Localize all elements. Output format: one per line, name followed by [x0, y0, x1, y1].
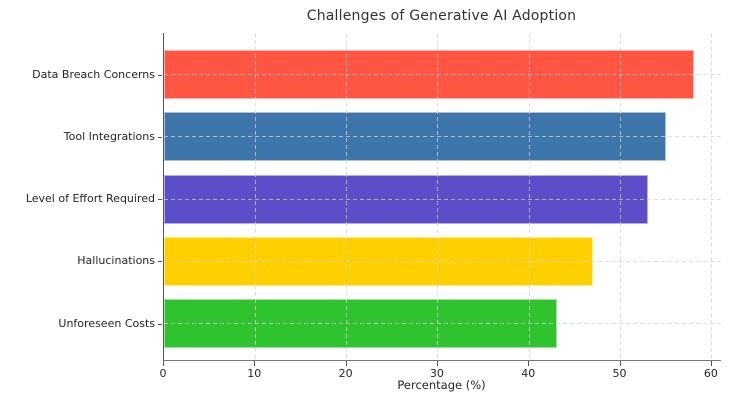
y-axis-label-level-of-effort-required: Level of Effort Required — [25, 192, 155, 205]
x-tick-mark — [528, 361, 530, 366]
gridline-horizontal — [164, 136, 721, 138]
gridline-vertical — [346, 33, 348, 360]
plot-area — [163, 33, 721, 361]
x-tick-mark — [710, 361, 712, 366]
gridline-horizontal — [164, 198, 721, 200]
x-tick-label-40: 40 — [521, 367, 536, 380]
gridline-vertical — [254, 33, 256, 360]
gridline-vertical — [620, 33, 622, 360]
x-tick-mark — [619, 361, 621, 366]
x-tick-label-20: 20 — [338, 367, 353, 380]
gridline-vertical — [437, 33, 439, 360]
y-tick-mark — [158, 74, 162, 76]
y-axis-label-hallucinations: Hallucinations — [77, 254, 155, 268]
y-axis-label-tool-integrations: Tool Integrations — [63, 129, 155, 143]
x-tick-label-50: 50 — [612, 367, 627, 380]
x-tick-label-10: 10 — [247, 367, 262, 380]
y-tick-mark — [158, 261, 162, 263]
x-tick-label-0: 0 — [159, 367, 167, 380]
y-tick-mark — [158, 199, 162, 200]
gridline-vertical — [711, 33, 713, 360]
gridline-horizontal — [164, 323, 721, 324]
gridline-horizontal — [164, 260, 721, 262]
y-tick-mark — [158, 323, 162, 325]
y-tick-mark — [158, 136, 162, 138]
y-axis-label-data-breach-concerns: Data Breach Concerns — [32, 67, 155, 81]
gridline-horizontal — [164, 74, 721, 75]
y-axis-label-unforeseen-costs: Unforeseen Costs — [58, 316, 155, 330]
gridline-vertical — [528, 33, 530, 360]
x-tick-mark — [345, 361, 347, 366]
x-axis-label: Percentage (%) — [397, 378, 486, 392]
y-axis-labels: Data Breach Concerns Tool Integrations Lev… — [0, 33, 155, 360]
x-tick-label-60: 60 — [703, 367, 718, 380]
x-tick-mark — [436, 361, 438, 366]
x-tick-mark — [163, 361, 164, 366]
chart-title: Challenges of Generative AI Adoption — [306, 8, 577, 24]
x-tick-mark — [254, 361, 256, 366]
x-tick-label-30: 30 — [429, 367, 444, 380]
